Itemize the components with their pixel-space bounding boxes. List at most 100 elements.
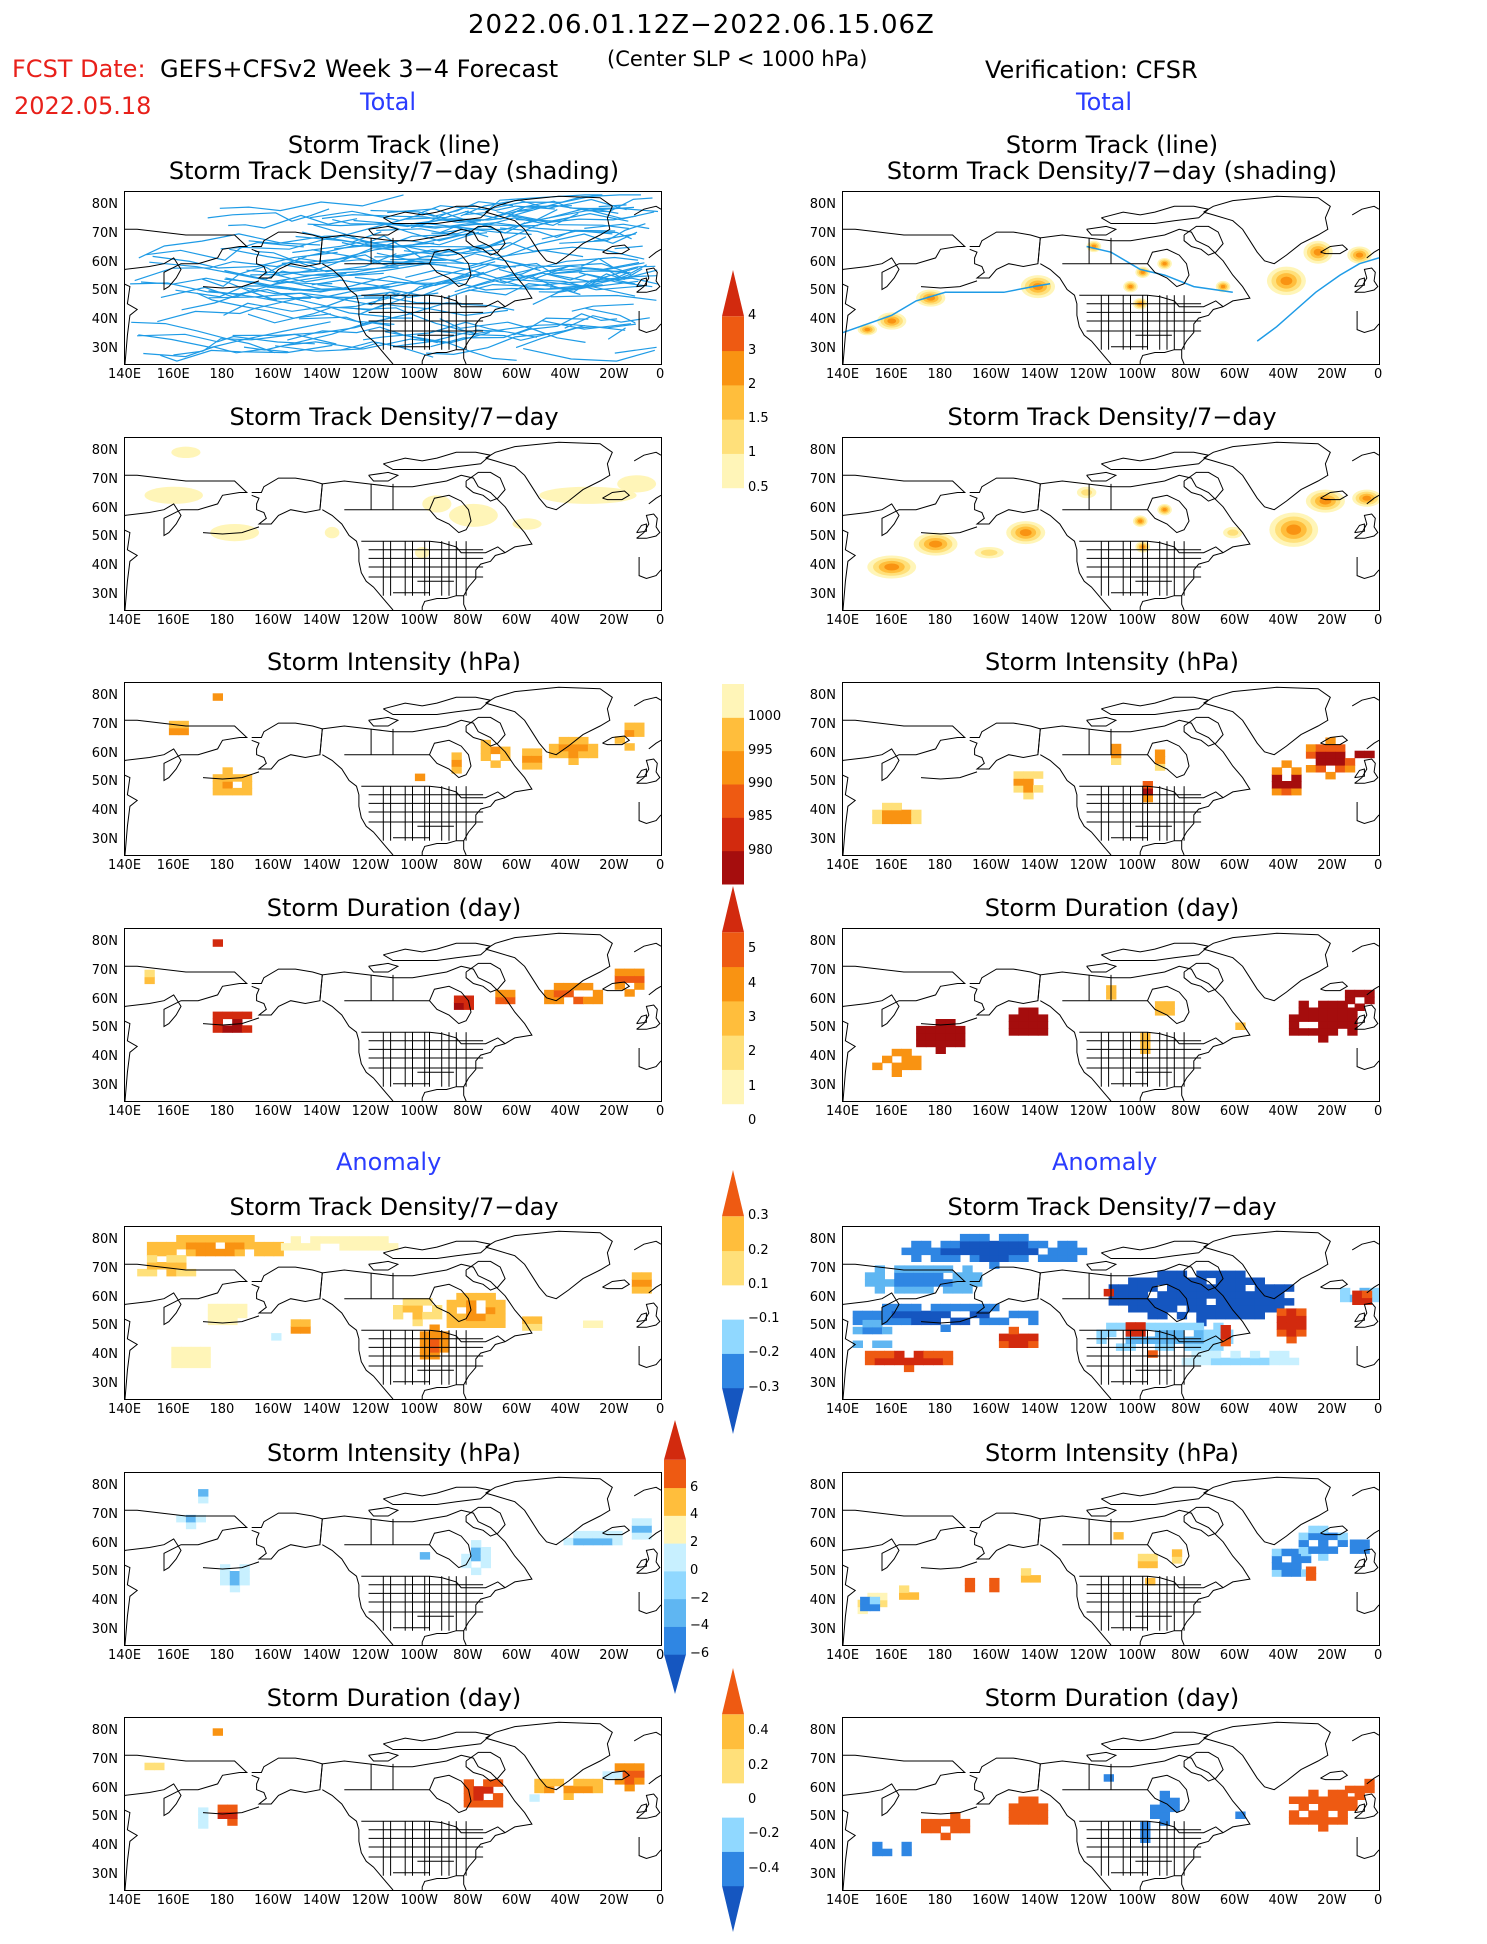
shaded-cell: [1037, 1014, 1049, 1022]
colorbar-label: 0: [748, 1112, 757, 1128]
lon-tick-label: 60W: [1219, 1104, 1250, 1119]
shaded-cell: [485, 1313, 496, 1322]
coastline: [125, 474, 249, 610]
shaded-cell: [368, 1236, 379, 1244]
storm-track-line: [468, 323, 636, 336]
shaded-cell: [1325, 737, 1336, 745]
shaded-cell: [1181, 1357, 1192, 1366]
shaded-cell: [446, 1299, 457, 1308]
coastline: [429, 985, 472, 1025]
shaded-cell: [1327, 1789, 1339, 1798]
lat-tick-label: 60N: [91, 991, 118, 1007]
colorbar-label: −0.2: [748, 1826, 780, 1842]
shaded-cell: [1235, 1291, 1246, 1299]
coastline: [1356, 1048, 1379, 1071]
storm-track-line: [254, 250, 397, 273]
shaded-cell: [913, 1272, 924, 1280]
shaded-cell: [1167, 1270, 1178, 1279]
lat-tick-label: 40N: [809, 1049, 836, 1064]
lon-tick-label: 60W: [501, 613, 532, 628]
shaded-cell: [212, 774, 223, 782]
shaded-cell: [239, 1571, 250, 1579]
lat-tick-label: 50N: [91, 1809, 118, 1825]
shaded-cell: [171, 1360, 182, 1369]
shaded-cell: [959, 1240, 971, 1249]
shaded-cell: [969, 1254, 980, 1262]
coastline: [1320, 490, 1349, 501]
coastline: [1356, 311, 1379, 334]
shaded-cell: [171, 1346, 182, 1355]
coastline: [1147, 494, 1190, 534]
density-contour: [210, 524, 260, 542]
shaded-cell: [178, 720, 189, 729]
map-canvas: [843, 1230, 1379, 1399]
panel-title-track-line-left: Storm Track (line): [287, 131, 501, 159]
shaded-cell: [1128, 1298, 1139, 1306]
shaded-cell: [882, 802, 893, 811]
shaded-cell: [1315, 744, 1326, 752]
coastline: [485, 932, 613, 1002]
shaded-cell: [1298, 1532, 1309, 1541]
shaded-cell: [1318, 1553, 1329, 1561]
shaded-cell: [1176, 1284, 1188, 1292]
shaded-cell: [583, 982, 594, 991]
shaded-cell: [573, 996, 584, 1005]
storm-track-line: [146, 241, 304, 261]
shaded-cell: [1230, 1350, 1241, 1359]
storm-track-line: [247, 306, 391, 324]
shaded-cell: [244, 1241, 255, 1250]
shaded-cell: [198, 1814, 209, 1822]
shaded-cell: [882, 816, 893, 825]
shaded-cell: [989, 1261, 1000, 1269]
lon-tick-label: 180: [927, 1648, 953, 1663]
lon-tick-label: 140W: [302, 858, 341, 873]
lat-tick-label: 60N: [809, 991, 836, 1007]
shaded-cell: [1028, 1810, 1039, 1818]
coastline: [1183, 716, 1224, 747]
coastline: [633, 205, 661, 216]
shaded-cell: [1037, 1028, 1049, 1036]
lon-tick-label: 0: [656, 613, 665, 628]
shaded-cell: [1037, 1810, 1049, 1818]
shaded-cell: [1150, 1811, 1161, 1819]
shaded-cell: [1318, 1803, 1329, 1811]
shaded-cell: [1225, 1311, 1236, 1320]
shaded-cell: [495, 1299, 506, 1308]
lon-tick-label: 160W: [254, 858, 292, 873]
lon-tick-label: 140E: [826, 367, 860, 382]
coastline: [1183, 1751, 1224, 1782]
shaded-cell: [505, 989, 516, 998]
shaded-cell: [156, 1262, 167, 1270]
coastline: [319, 1518, 323, 1545]
storm-track-line: [403, 217, 569, 257]
shaded-cell: [911, 1247, 922, 1256]
shaded-cell: [1286, 1308, 1297, 1316]
density-contour: [414, 546, 430, 559]
shaded-cell: [884, 1350, 895, 1359]
lon-tick-label: 160W: [254, 1648, 292, 1663]
lon-tick-label: 0: [656, 1104, 665, 1119]
shaded-cell: [894, 1357, 905, 1366]
storm-track-line: [250, 263, 427, 283]
coastline: [1040, 1263, 1197, 1277]
shaded-cell: [463, 1002, 474, 1010]
shaded-cell: [862, 1319, 873, 1328]
shaded-cell: [329, 1236, 340, 1244]
lon-tick-label: 160E: [156, 1893, 190, 1908]
coastline: [1183, 1260, 1224, 1291]
storm-track-line: [321, 214, 482, 224]
shaded-cell: [592, 1537, 604, 1546]
shaded-cell: [466, 1299, 477, 1308]
coastline: [1354, 1014, 1365, 1025]
coastline: [920, 1561, 978, 1570]
coastline: [429, 1529, 472, 1569]
forecast-label: GEFS+CFSv2 Week 3−4 Forecast: [160, 55, 559, 83]
shaded-cell: [227, 1303, 238, 1312]
shaded-cell: [1013, 785, 1024, 793]
shaded-cell: [942, 1357, 954, 1366]
coastline: [1040, 754, 1112, 855]
shaded-cell: [205, 1248, 216, 1257]
shaded-cell: [935, 1032, 946, 1041]
colorbar-label: 990: [748, 776, 773, 791]
shaded-cell: [1111, 743, 1122, 752]
